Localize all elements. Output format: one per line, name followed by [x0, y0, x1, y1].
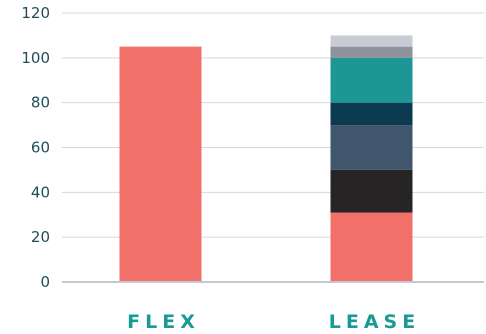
bar-segment: [330, 169, 413, 213]
x-category-label: LEASE: [329, 311, 420, 333]
bar-segment: [330, 46, 413, 58]
bar-stack-lease: [330, 35, 413, 282]
bar-segment: [330, 125, 413, 170]
y-tick-label: 20: [31, 228, 50, 246]
y-tick-label: 40: [31, 183, 50, 201]
y-tick-label: 100: [21, 49, 50, 67]
y-tick-label: 120: [21, 4, 50, 22]
bar-stack-flex: [119, 46, 202, 282]
bars: [119, 35, 413, 282]
bar-segment: [330, 35, 413, 47]
x-axis-category-labels: FLEX LEASE: [127, 311, 420, 333]
y-tick-label: 60: [31, 139, 50, 157]
y-tick-label: 0: [40, 273, 50, 291]
bar-segment: [330, 102, 413, 126]
bar-segment: [119, 46, 202, 282]
y-axis-tick-labels: 0 20 40 60 80 100 120: [21, 4, 50, 291]
y-tick-label: 80: [31, 94, 50, 112]
bar-segment: [330, 57, 413, 103]
x-category-label: FLEX: [127, 311, 200, 333]
bar-segment: [330, 212, 413, 282]
